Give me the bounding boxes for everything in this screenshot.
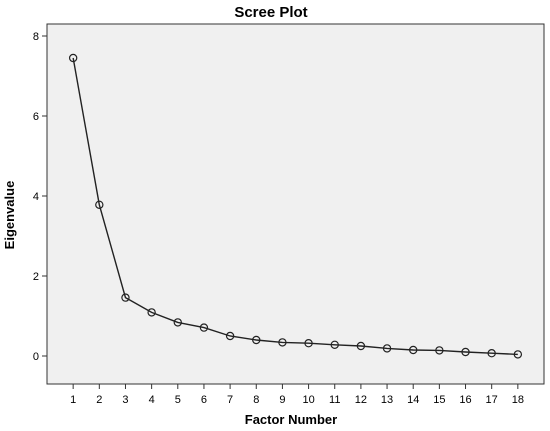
data-point: [121, 293, 130, 302]
x-tick-label: 13: [381, 394, 393, 406]
data-point: [513, 350, 523, 359]
data-point: [252, 335, 261, 345]
x-tick-label: 18: [512, 394, 524, 406]
data-point: [409, 345, 418, 355]
data-markers: [68, 53, 523, 359]
x-tick-label: 5: [175, 394, 181, 406]
data-point: [435, 346, 444, 355]
data-point: [382, 344, 392, 353]
x-tick-label: 8: [253, 394, 259, 406]
y-tick-label: 6: [33, 111, 39, 123]
x-tick-label: 15: [433, 394, 445, 406]
y-tick-label: 4: [33, 191, 39, 203]
data-point: [68, 53, 78, 63]
y-axis: 0 2 4 6 8: [33, 31, 47, 363]
data-point: [278, 338, 287, 347]
x-tick-label: 17: [486, 394, 498, 406]
y-tick-label: 0: [33, 351, 39, 363]
data-point: [147, 308, 156, 317]
x-tick-label: 6: [201, 394, 207, 406]
y-tick-label: 8: [33, 31, 39, 43]
y-axis-label: Eigenvalue: [2, 181, 17, 250]
x-tick-label: 9: [279, 394, 285, 406]
x-tick-label: 14: [407, 394, 419, 406]
x-tick-label: 10: [302, 394, 314, 406]
x-tick-label: 1: [70, 394, 76, 406]
data-point: [173, 318, 182, 327]
data-point: [304, 339, 313, 348]
x-axis: 1 2 3 4 5 6 7 8 9 10 11 12 13 14 15 16 17 18: [70, 384, 524, 406]
x-tick-label: 4: [149, 394, 155, 406]
x-tick-label: 7: [227, 394, 233, 406]
data-point: [356, 341, 366, 351]
data-point: [95, 200, 104, 209]
x-axis-label: Factor Number: [245, 412, 337, 427]
data-point: [487, 349, 496, 358]
plot-area: [46, 23, 545, 385]
chart-title: Scree Plot: [234, 4, 307, 21]
x-tick-label: 16: [459, 394, 471, 406]
x-tick-label: 11: [329, 394, 340, 406]
data-point: [330, 340, 339, 349]
y-tick-label: 2: [33, 271, 39, 283]
data-point: [199, 323, 209, 332]
x-tick-label: 12: [355, 394, 367, 406]
data-point: [225, 331, 235, 341]
x-tick-label: 3: [122, 394, 128, 406]
series-line: [72, 57, 518, 356]
x-tick-label: 2: [96, 394, 102, 406]
data-point: [461, 347, 470, 357]
